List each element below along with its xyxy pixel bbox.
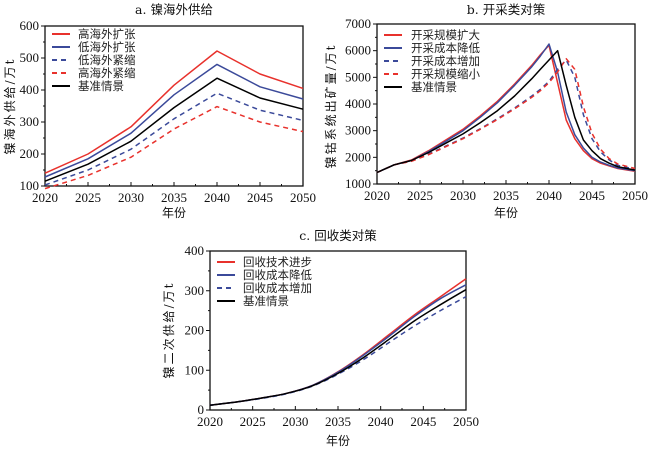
- x-tick-label: 2040: [204, 190, 230, 205]
- x-tick-label: 2025: [75, 190, 101, 205]
- chart-c-title: c. 回收类对策: [299, 228, 377, 243]
- series-line-3: [376, 59, 636, 174]
- x-tick-label: 2025: [240, 414, 266, 429]
- chart-c: c. 回收类对策 年份 镍二次供给/万t 2020 2025 2030 2035 204…: [162, 228, 479, 448]
- chart-c-ylabel: 镍二次供给/万t: [162, 282, 176, 379]
- chart-a: a. 镍海外供给 年份 镍海外供给/万t 2020 2025 2030 2035 204…: [2, 2, 316, 220]
- y-tick-label: 6000: [345, 43, 371, 58]
- y-tick-label: 200: [20, 146, 40, 161]
- y-tick-label: 200: [185, 323, 205, 338]
- x-tick-label: 2050: [453, 414, 479, 429]
- legend-label: 高海外紧缩: [78, 66, 136, 80]
- y-tick-label: 400: [20, 82, 40, 97]
- series-line-4: [209, 288, 467, 406]
- legend-label: 开采规模缩小: [411, 67, 480, 81]
- x-tick-label: 2030: [450, 188, 476, 203]
- x-tick-label: 2035: [493, 188, 519, 203]
- series-line-1: [44, 50, 304, 174]
- x-tick-label: 2050: [290, 190, 316, 205]
- x-tick-label: 2020: [364, 188, 390, 203]
- series-line-2: [376, 43, 636, 174]
- x-tick-label: 2035: [161, 190, 187, 205]
- series-line-4: [44, 105, 304, 190]
- series-line-4: [376, 57, 636, 174]
- y-tick-label: 4000: [345, 96, 371, 111]
- chart-a-title: a. 镍海外供给: [135, 2, 213, 17]
- y-tick-label: 600: [20, 18, 40, 33]
- series-line-2: [44, 63, 304, 178]
- y-tick-label: 7000: [345, 16, 371, 31]
- y-tick-label: 3000: [345, 123, 371, 138]
- x-tick-label: 2035: [325, 414, 351, 429]
- y-tick-label: 5000: [345, 69, 371, 84]
- y-tick-label: 300: [185, 283, 205, 298]
- legend-label: 回收技术进步: [243, 255, 312, 269]
- y-tick-label: 500: [20, 50, 40, 65]
- legend-label: 开采成本增加: [411, 54, 480, 68]
- series-line-5: [44, 77, 304, 182]
- x-tick-label: 2050: [622, 188, 648, 203]
- x-tick-label: 2020: [197, 414, 223, 429]
- legend-label: 高海外扩张: [78, 27, 136, 41]
- legend-label: 开采规模扩大: [411, 28, 480, 42]
- legend-label: 开采成本降低: [411, 41, 480, 55]
- chart-a-xlabel: 年份: [162, 206, 186, 220]
- x-tick-label: 2040: [536, 188, 562, 203]
- x-tick-label: 2045: [410, 414, 436, 429]
- y-tick-label: 300: [20, 114, 40, 129]
- legend-label: 回收成本降低: [243, 268, 312, 282]
- legend-label: 基准情景: [411, 80, 457, 94]
- x-tick-label: 2030: [282, 414, 308, 429]
- y-tick-label: 100: [20, 178, 40, 193]
- y-tick-label: 1000: [345, 176, 371, 191]
- legend-label: 基准情景: [78, 79, 124, 93]
- chart-b-title: b. 开采类对策: [467, 2, 546, 17]
- y-tick-label: 400: [185, 243, 205, 258]
- chart-b-ylabel: 镍钴系统出矿量/万t: [323, 44, 338, 169]
- series-line-3: [44, 92, 304, 186]
- legend-label: 回收成本增加: [243, 281, 312, 295]
- x-tick-label: 2040: [368, 414, 394, 429]
- chart-b: b. 开采类对策 年份 镍钴系统出矿量/万t 2020 2025 2030 2035 2…: [323, 2, 648, 220]
- y-tick-label: 100: [185, 362, 205, 377]
- series-line-1: [376, 44, 636, 174]
- legend-label: 基准情景: [243, 294, 289, 308]
- x-tick-label: 2045: [247, 190, 273, 205]
- x-tick-label: 2025: [407, 188, 433, 203]
- chart-a-ylabel: 镍海外供给/万t: [2, 58, 17, 155]
- series-line-5: [376, 49, 636, 174]
- y-tick-label: 2000: [345, 149, 371, 164]
- legend-label: 低海外紧缩: [78, 53, 136, 67]
- y-tick-label: 0: [198, 402, 205, 417]
- legend-label: 低海外扩张: [78, 40, 136, 54]
- x-tick-label: 2045: [579, 188, 605, 203]
- x-tick-label: 2020: [32, 190, 58, 205]
- chart-c-xlabel: 年份: [326, 434, 350, 448]
- x-tick-label: 2030: [118, 190, 144, 205]
- chart-b-xlabel: 年份: [494, 206, 518, 220]
